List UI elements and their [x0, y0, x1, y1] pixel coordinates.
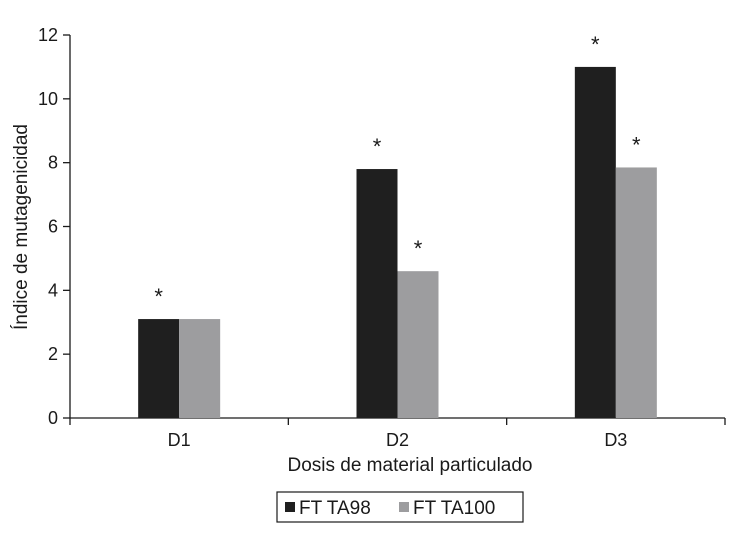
- y-tick-label: 0: [48, 408, 58, 428]
- significance-marker: *: [154, 284, 163, 309]
- y-tick-label: 8: [48, 153, 58, 173]
- bar: [179, 319, 221, 418]
- significance-markers: * * * * *: [154, 32, 641, 309]
- bar: [574, 66, 616, 419]
- x-axis: D1 D2 D3: [69, 417, 726, 450]
- y-tick-label: 4: [48, 280, 58, 300]
- legend-label: FT TA100: [413, 498, 495, 519]
- legend-swatch: [399, 502, 409, 512]
- bars: [138, 66, 657, 419]
- bar: [138, 319, 180, 418]
- x-tick-label: D2: [386, 430, 409, 450]
- y-axis: 0 2 4 6 8 10 12: [38, 25, 71, 428]
- legend-label: FT TA98: [299, 498, 371, 519]
- y-tick-label: 6: [48, 217, 58, 237]
- x-tick-label: D1: [168, 430, 191, 450]
- x-tick-label: D3: [604, 430, 627, 450]
- significance-marker: *: [373, 134, 382, 159]
- bar: [356, 169, 398, 418]
- bar: [397, 271, 439, 418]
- y-tick-label: 12: [38, 25, 58, 45]
- bar: [615, 167, 657, 418]
- x-axis-title: Dosis de material particulado: [287, 455, 532, 476]
- y-axis-title: Índice de mutagenicidad: [11, 124, 32, 330]
- legend-swatch: [285, 502, 295, 512]
- significance-marker: *: [632, 132, 641, 157]
- y-tick-label: 2: [48, 344, 58, 364]
- significance-marker: *: [591, 32, 600, 57]
- y-tick-label: 10: [38, 89, 58, 109]
- significance-marker: *: [414, 236, 423, 261]
- legend: FT TA98 FT TA100: [276, 491, 524, 523]
